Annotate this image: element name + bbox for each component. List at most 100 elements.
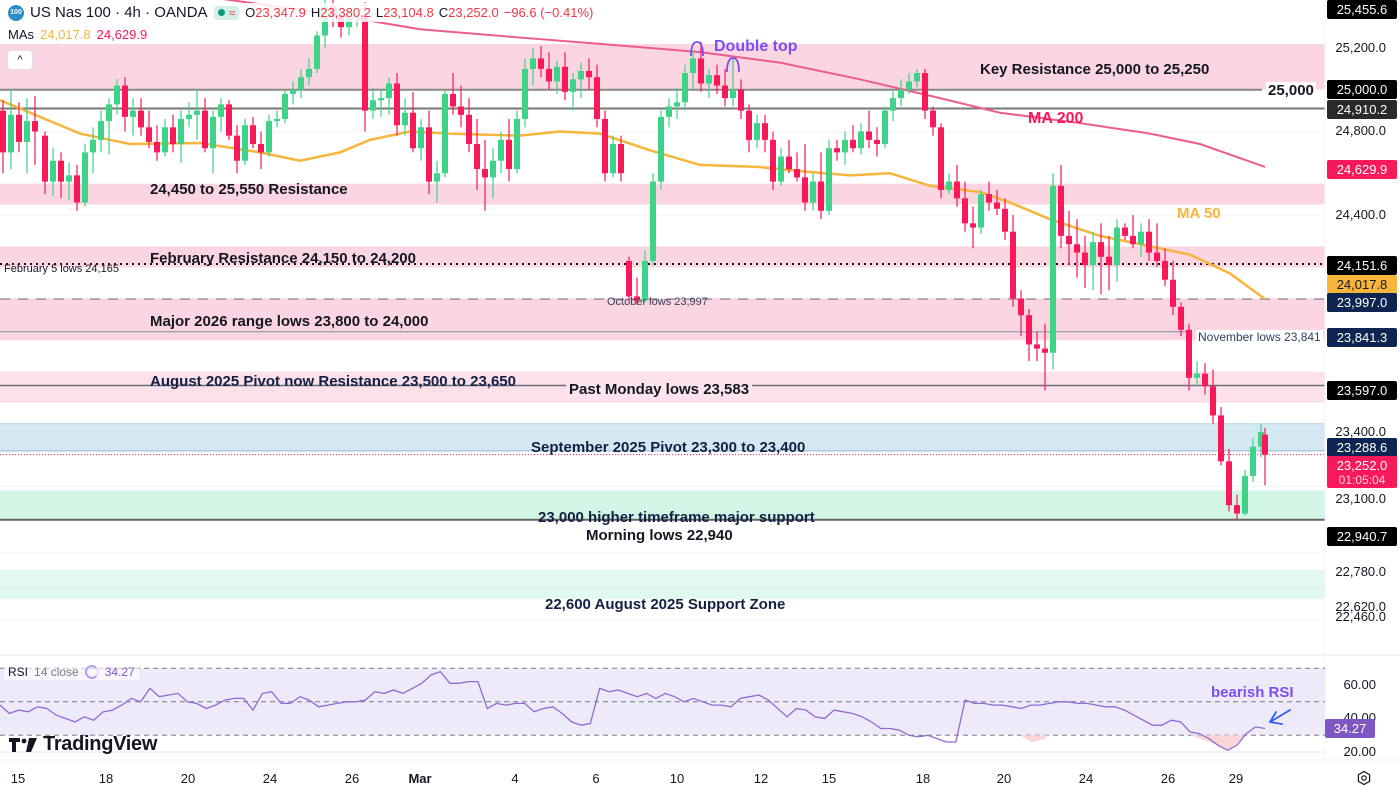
ma200-value: 24,629.9: [96, 27, 148, 42]
annotation-major-2026: Major 2026 range lows 23,800 to 24,000: [150, 313, 429, 330]
time-axis-label: 6: [592, 771, 600, 786]
rsi-legend[interactable]: RSI 14 close 34.27: [4, 664, 139, 680]
price-tag: 23,288.6: [1327, 438, 1397, 457]
symbol-logo-icon: 100: [8, 4, 24, 21]
bearish-arrow-icon: [1269, 709, 1291, 725]
time-axis-label: 24: [262, 771, 278, 786]
time-axis-label: 18: [915, 771, 931, 786]
annotation-november-lows: November lows 23,841: [1196, 330, 1323, 344]
annotation-key-resistance: Key Resistance 25,000 to 25,250: [980, 61, 1210, 78]
annotation-support-22600: 22,600 August 2025 Support Zone: [545, 596, 786, 613]
rsi-value-tag: 34.27: [1325, 719, 1375, 738]
zone-resistance: [0, 183, 1325, 205]
price-axis-label: 24,400.0: [1335, 207, 1386, 222]
tradingview-brand-name: TradingView: [43, 733, 158, 755]
annotation-level-25000: 25,000: [1266, 82, 1316, 99]
price-tag: 24,017.8: [1327, 275, 1397, 294]
annotation-ma50: MA 50: [1177, 205, 1221, 222]
ma-legend[interactable]: MAs 24,017.8 24,629.9: [4, 27, 152, 42]
annotation-aug-pivot: August 2025 Pivot now Resistance 23,500 …: [150, 373, 516, 390]
market-status-badge[interactable]: ≈: [213, 5, 240, 20]
time-axis-label: 18: [98, 771, 114, 786]
zone-support: [0, 569, 1325, 600]
symbol-title[interactable]: US Nas 100 · 4h · OANDA: [30, 4, 208, 21]
zone-resistance: [0, 246, 1325, 268]
ma50-value: 24,017.8: [40, 27, 91, 42]
chevron-up-icon: ^: [17, 54, 23, 66]
time-axis-label: 12: [753, 771, 769, 786]
annotation-ma200: MA 200: [1028, 110, 1084, 127]
time-axis-label: 26: [1160, 771, 1176, 786]
time-axis-label: 4: [511, 771, 519, 786]
zone-resistance: [0, 44, 1325, 90]
price-axis-label: 23,400.0: [1335, 424, 1386, 439]
zone-resistance: [0, 298, 1325, 341]
loading-spinner-icon: [84, 665, 99, 679]
tradingview-logo[interactable]: TradingView: [9, 733, 157, 756]
price-tag: 22,940.7: [1327, 527, 1397, 546]
annotation-morning-lows: Morning lows 22,940: [582, 527, 737, 544]
time-axis-label: 29: [1228, 771, 1244, 786]
double-top-marker: [726, 57, 740, 73]
annotation-support-23000: 23,000 higher timeframe major support: [538, 509, 815, 526]
market-open-dot-icon: [217, 9, 225, 16]
high-value: 23,380.2: [320, 5, 371, 20]
close-value: 23,252.0: [448, 5, 499, 20]
time-axis-label: 20: [180, 771, 196, 786]
price-axis-label: 22,620.0: [1335, 599, 1386, 614]
price-tag: 25,000.0: [1327, 80, 1397, 99]
ma-legend-label: MAs: [8, 27, 34, 42]
rsi-axis-label: 20.00: [1343, 744, 1376, 759]
rsi-oversold-fill: [1190, 735, 1245, 751]
time-axis-label: 10: [669, 771, 685, 786]
annotation-sep-pivot: September 2025 Pivot 23,300 to 23,400: [531, 439, 806, 456]
annotation-resistance-24450: 24,450 to 25,550 Resistance: [150, 181, 348, 198]
rsi-axis-label: 60.00: [1343, 677, 1376, 692]
status-glyph-icon: ≈: [228, 5, 236, 20]
time-axis-label: 26: [344, 771, 360, 786]
annotation-bearish-rsi: bearish RSI: [1211, 684, 1294, 701]
price-tag: 25,455.6: [1327, 0, 1397, 19]
price-axis-label: 23,100.0: [1335, 491, 1386, 506]
tradingview-logo-icon: [9, 737, 37, 752]
rsi-params: 14 close: [34, 665, 79, 679]
rsi-label: RSI: [8, 665, 29, 679]
time-axis-label: 24: [1078, 771, 1094, 786]
annotation-october-lows: October lows 23,997: [607, 296, 708, 308]
low-value: 23,104.8: [383, 5, 434, 20]
time-axis-label: 15: [821, 771, 837, 786]
zone-support: [0, 490, 1325, 520]
collapse-legend-button[interactable]: ^: [7, 50, 33, 70]
time-axis-label: 20: [996, 771, 1012, 786]
annotation-double-top: Double top: [714, 38, 798, 55]
price-axis-label: 24,800.0: [1335, 123, 1386, 138]
price-axis-label: 22,460.0: [1335, 609, 1386, 624]
price-tag: 24,910.2: [1327, 100, 1397, 119]
zone-pivot: [0, 423, 1325, 451]
symbol-legend[interactable]: 100 US Nas 100 · 4h · OANDA ≈ O23,347.9 …: [4, 3, 598, 22]
change-value: −96.6 (−0.41%): [503, 5, 594, 20]
annotation-feb-resistance: February Resistance 24,150 to 24,200: [150, 250, 416, 267]
price-tag: 23,841.3: [1327, 328, 1397, 347]
price-tag: 24,151.6: [1327, 256, 1397, 275]
price-tag: 23,997.0: [1327, 293, 1397, 312]
rsi-line: [0, 670, 1266, 752]
rsi-value: 34.27: [104, 665, 135, 679]
time-axis-label: 15: [10, 771, 26, 786]
candles: [0, 0, 1268, 520]
ohlc-values: O23,347.9 H23,380.2 L23,104.8 C23,252.0 …: [245, 5, 594, 20]
price-tag: 23,252.0: [1327, 456, 1397, 475]
price-axis-label: 25,200.0: [1335, 40, 1386, 55]
double-top-marker: [690, 41, 704, 57]
time-axis-label: Mar: [408, 771, 432, 786]
price-tag: 01:05:04: [1327, 472, 1397, 488]
price-tag: 24,629.9: [1327, 160, 1397, 179]
annotation-past-monday: Past Monday lows 23,583: [566, 381, 753, 398]
settings-gear-icon[interactable]: [1356, 770, 1372, 786]
annotation-feb5-lows: February 5 lows 24,165: [4, 263, 119, 275]
price-tag: 23,597.0: [1327, 381, 1397, 400]
open-value: 23,347.9: [255, 5, 306, 20]
price-axis-label: 22,780.0: [1335, 564, 1386, 579]
